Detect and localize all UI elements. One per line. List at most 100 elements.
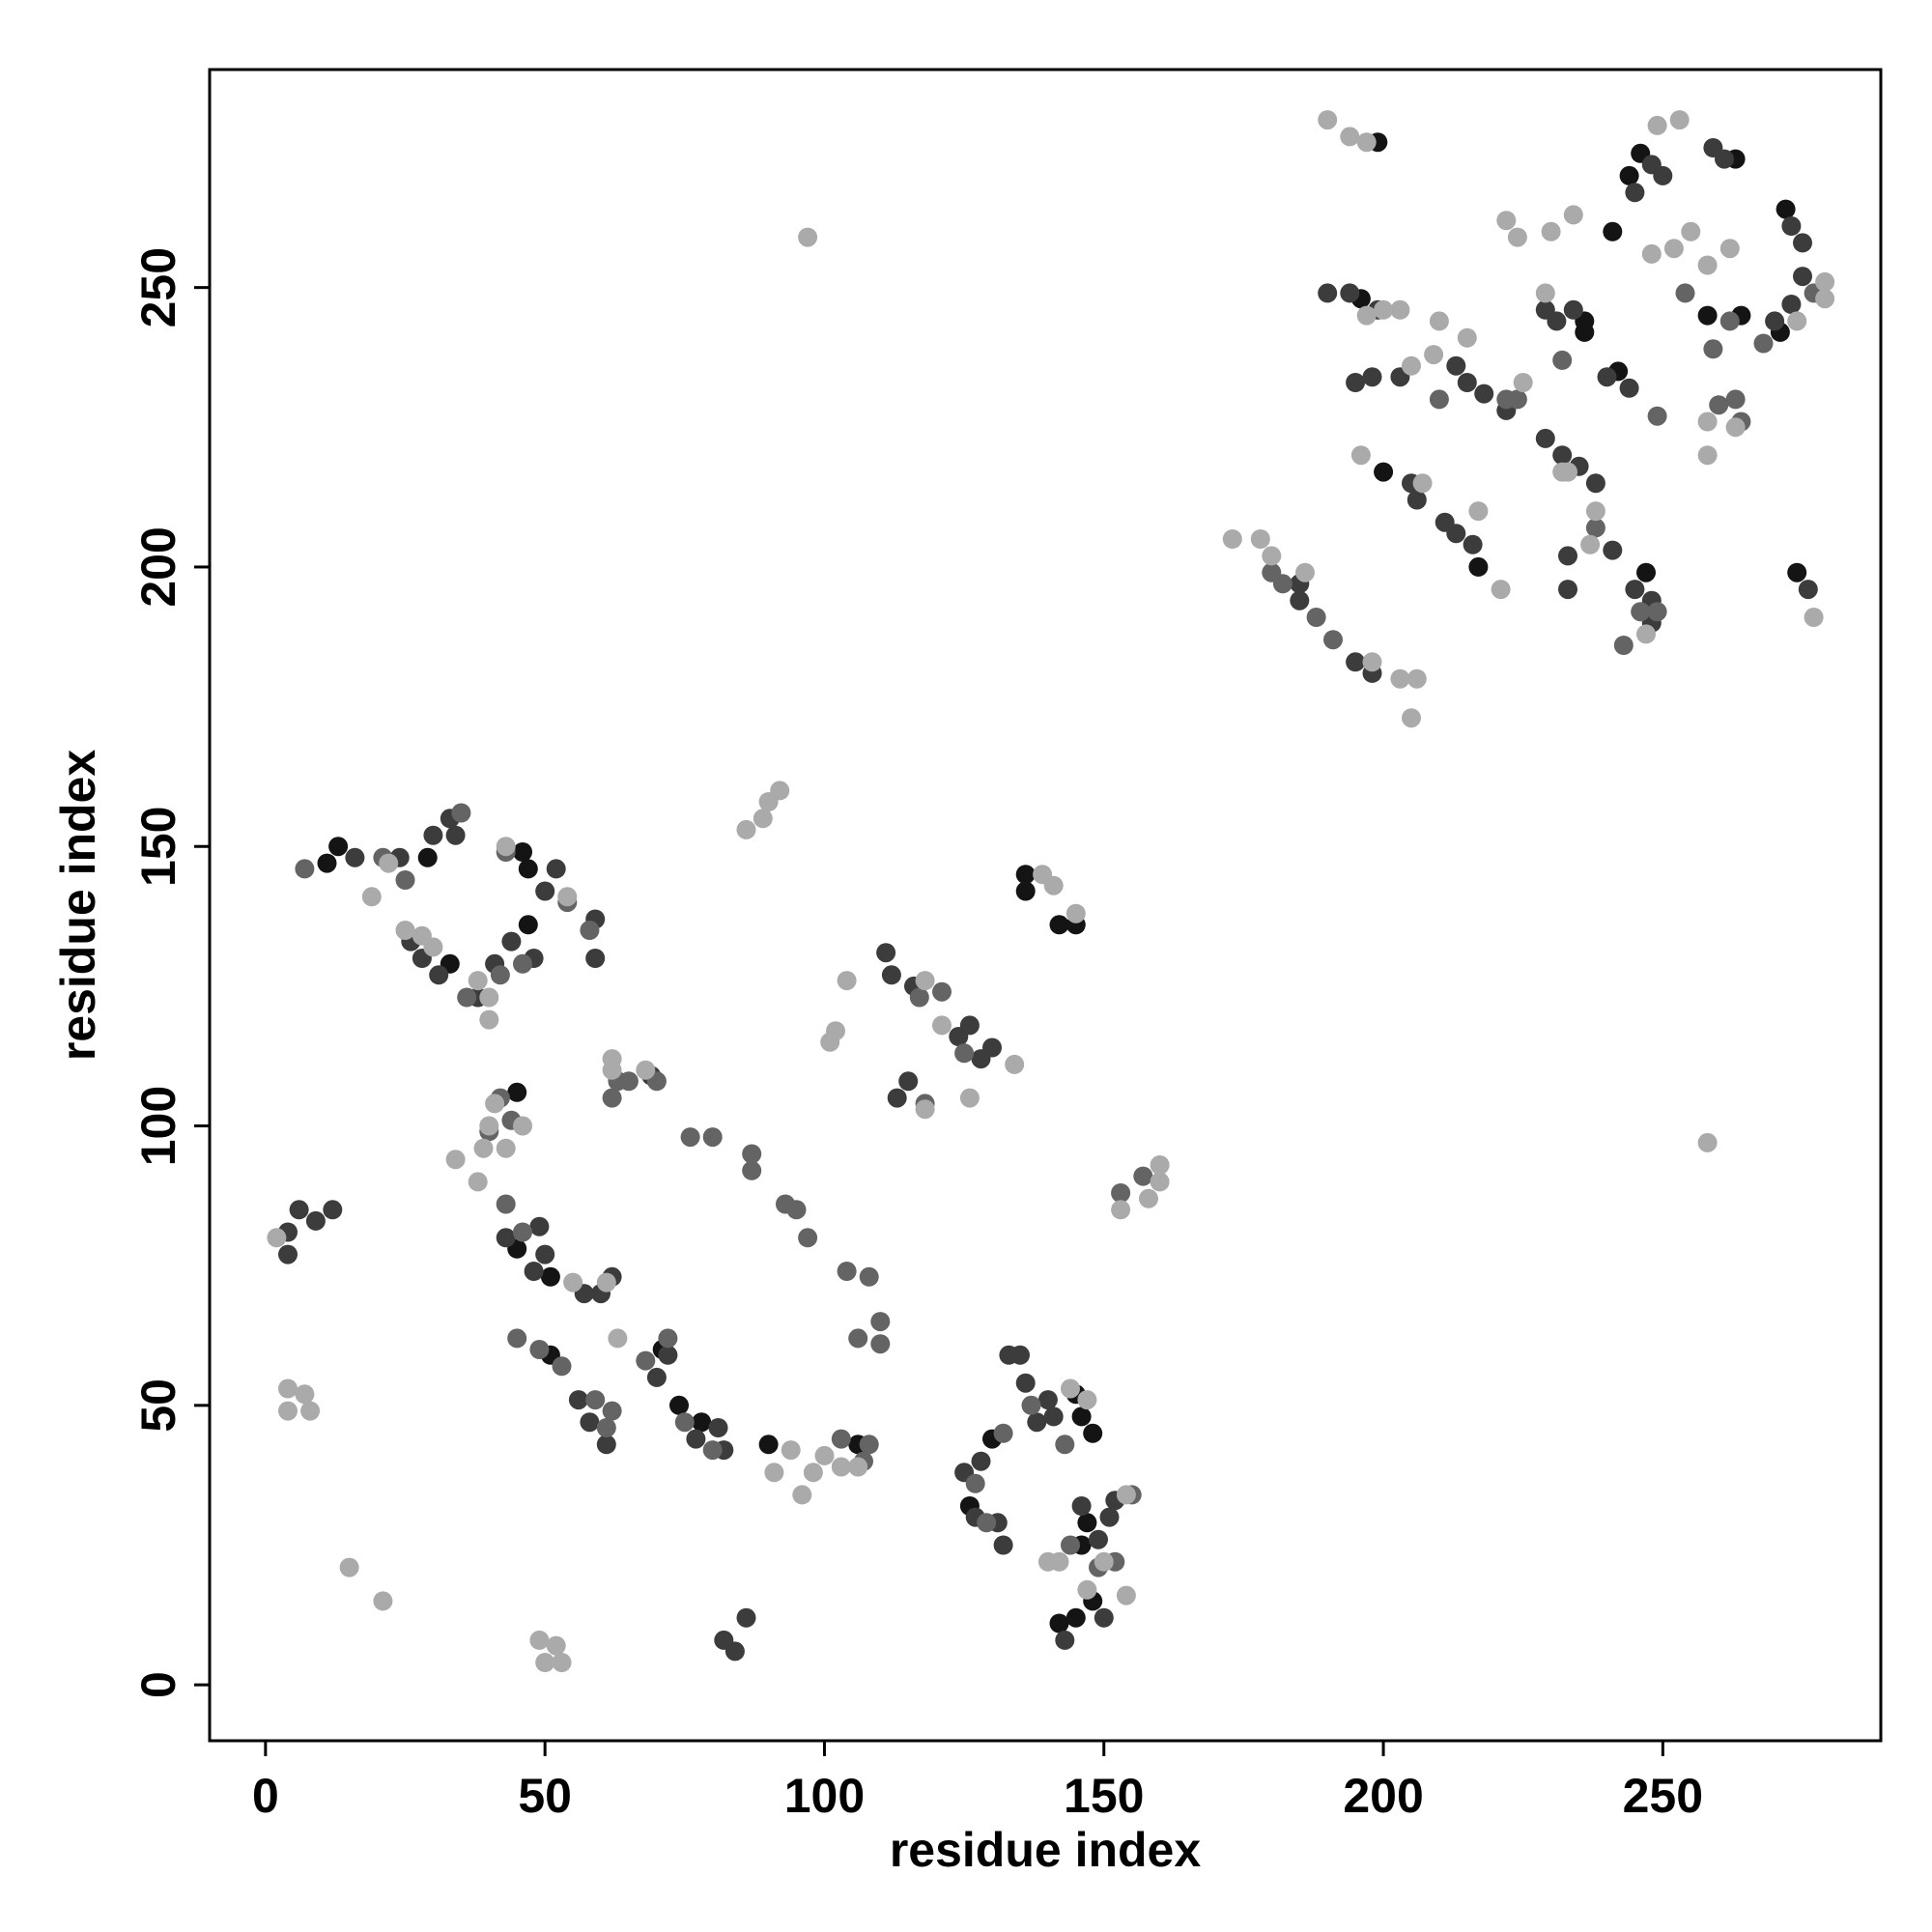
data-point — [758, 1435, 779, 1455]
data-point — [278, 1401, 298, 1421]
plot-frame — [208, 68, 1883, 1743]
data-point — [1552, 445, 1573, 466]
data-point — [674, 1412, 695, 1433]
data-point — [753, 809, 773, 829]
data-point — [1496, 211, 1517, 231]
data-point — [798, 1228, 818, 1248]
data-point — [1603, 540, 1623, 560]
x-tick-label: 0 — [252, 1769, 279, 1823]
data-point — [513, 953, 532, 974]
data-point — [1346, 373, 1366, 392]
data-point — [1071, 1406, 1092, 1427]
data-point — [1697, 305, 1718, 326]
data-point — [1133, 1166, 1153, 1186]
data-point — [1725, 389, 1746, 410]
data-point — [1703, 339, 1723, 359]
data-point — [479, 987, 499, 1008]
data-point — [518, 915, 538, 935]
data-point — [742, 1160, 762, 1180]
data-point — [1507, 227, 1527, 247]
data-point — [529, 1630, 550, 1650]
x-axis-ticks: 0 50 100 150 200 250 — [252, 1741, 1703, 1823]
data-point — [1636, 624, 1656, 644]
data-point — [636, 1060, 656, 1080]
data-point — [1631, 602, 1651, 622]
data-point — [323, 1200, 343, 1220]
data-point — [1094, 1607, 1114, 1628]
data-point — [708, 1418, 728, 1437]
data-point — [770, 781, 790, 801]
data-point — [1669, 110, 1690, 130]
data-point — [915, 971, 935, 991]
data-point — [568, 1390, 588, 1410]
data-point — [1340, 283, 1360, 303]
data-point — [1725, 417, 1746, 438]
data-point — [848, 1328, 868, 1349]
data-point — [792, 1485, 812, 1505]
y-tick-label: 100 — [131, 1086, 185, 1166]
data-point — [1463, 534, 1483, 554]
data-point — [1089, 1529, 1108, 1549]
data-point — [585, 949, 606, 968]
data-point — [1043, 875, 1064, 895]
data-point — [1077, 1390, 1097, 1410]
data-point — [423, 937, 443, 957]
data-point — [1798, 580, 1818, 600]
data-point — [468, 971, 488, 991]
data-point — [814, 1445, 835, 1465]
data-point — [1781, 295, 1802, 314]
data-point — [529, 1216, 550, 1236]
data-point — [339, 1557, 359, 1577]
data-point — [535, 1244, 555, 1264]
data-point — [803, 1463, 823, 1483]
data-point — [546, 859, 566, 879]
data-point — [909, 987, 929, 1008]
data-point — [859, 1266, 879, 1287]
data-point — [395, 870, 415, 890]
data-point — [1513, 373, 1533, 392]
data-point — [289, 1200, 309, 1220]
data-point — [1061, 1378, 1080, 1399]
data-point — [417, 847, 438, 867]
data-point — [1094, 1551, 1114, 1572]
data-point — [1457, 327, 1477, 348]
data-point — [1535, 428, 1555, 448]
data-point — [457, 987, 477, 1008]
data-point — [496, 837, 516, 857]
data-point — [1362, 367, 1382, 387]
data-point — [1625, 580, 1645, 600]
data-point — [1558, 580, 1577, 600]
data-point — [490, 965, 510, 985]
data-point — [379, 853, 399, 873]
data-point — [898, 1071, 919, 1092]
data-point — [513, 1116, 532, 1136]
data-point — [669, 1395, 689, 1415]
data-point — [859, 1435, 879, 1455]
data-point — [1027, 1412, 1047, 1433]
data-point — [915, 1099, 935, 1120]
data-point — [1507, 389, 1527, 410]
data-point — [1619, 165, 1639, 185]
data-point — [1015, 1373, 1036, 1393]
data-point — [798, 227, 818, 247]
data-point — [1675, 283, 1695, 303]
data-point — [596, 1272, 616, 1293]
data-point — [1585, 473, 1605, 494]
data-point — [954, 1043, 975, 1064]
data-point — [1374, 299, 1394, 320]
data-point — [529, 1340, 550, 1359]
data-point — [1697, 412, 1718, 432]
data-point — [596, 1418, 616, 1437]
data-point — [971, 1451, 991, 1471]
data-point — [848, 1457, 868, 1477]
data-point — [1815, 289, 1835, 309]
data-point — [1776, 199, 1796, 219]
data-point — [317, 853, 337, 873]
data-point — [1641, 243, 1662, 264]
data-point — [596, 1435, 616, 1455]
data-point — [1552, 462, 1573, 482]
data-point — [1625, 183, 1645, 203]
data-point — [1787, 311, 1807, 331]
data-point — [1049, 1551, 1069, 1572]
